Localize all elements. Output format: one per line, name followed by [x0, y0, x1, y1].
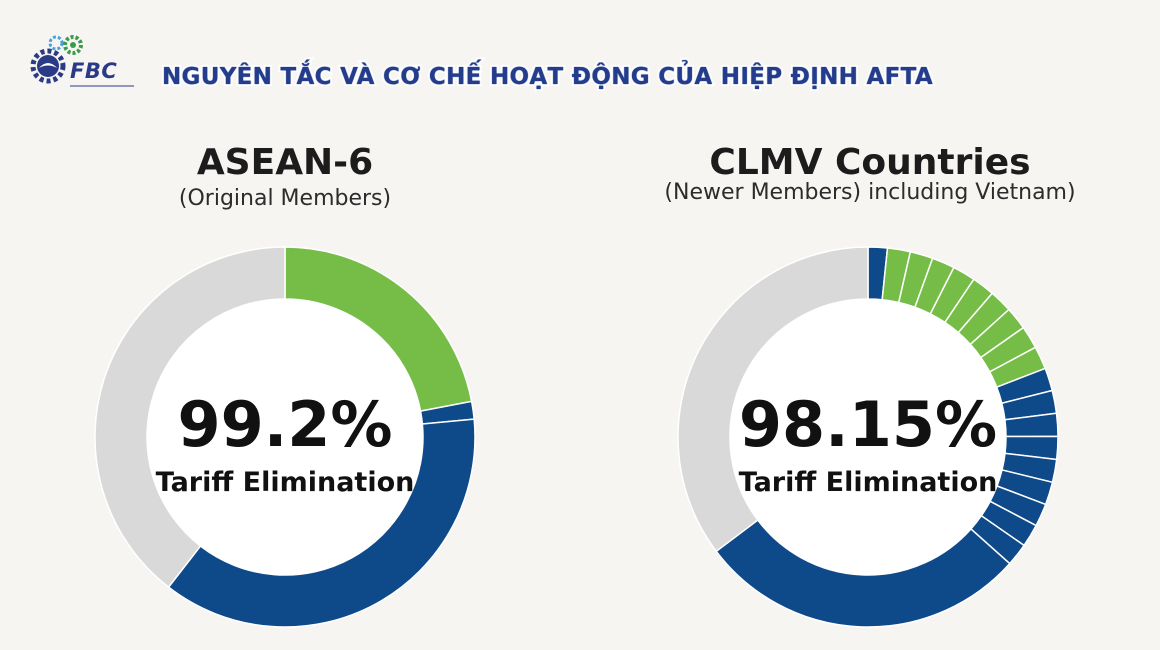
donut-hole: [730, 299, 1006, 575]
center-label: Tariff Elimination: [156, 467, 415, 498]
donut-slice-blue-2: [167, 418, 476, 628]
fbc-logo: FBC: [26, 32, 138, 92]
center-value: 99.2%: [177, 388, 392, 461]
chart-subtitle-asean6: (Original Members): [178, 186, 392, 211]
chart-subtitle-clmv: (Newer Members) including Vietnam): [664, 180, 1076, 205]
donut-chart-asean6: 99.2% Tariff Elimination: [94, 246, 476, 628]
donut-chart-clmv: 98.15% Tariff Elimination: [677, 246, 1059, 628]
logo-text: FBC: [70, 59, 118, 83]
center-label: Tariff Elimination: [739, 467, 998, 498]
page-title: NGUYÊN TẮC VÀ CƠ CHẾ HOẠT ĐỘNG CỦA HIỆP …: [160, 62, 935, 92]
chart-title-asean6: ASEAN-6: [196, 142, 374, 183]
center-value: 98.15%: [739, 388, 997, 461]
chart-title-clmv: CLMV Countries: [709, 142, 1031, 183]
donut-slices: [677, 246, 1059, 628]
logo-emblem-icon: [30, 35, 134, 87]
donut-slices: [94, 246, 476, 628]
donut-hole: [147, 299, 423, 575]
